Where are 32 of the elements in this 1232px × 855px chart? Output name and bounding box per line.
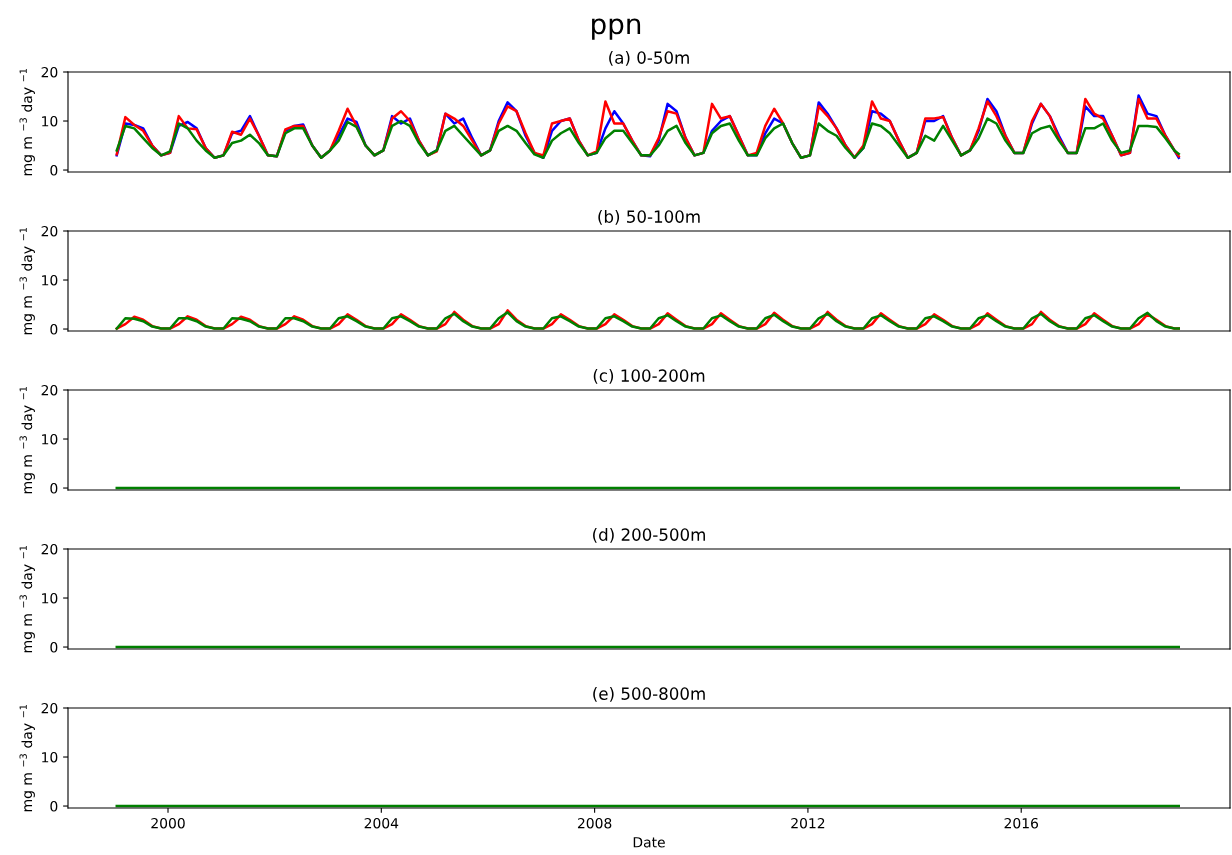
chart-title: (d) 200-500m <box>593 528 705 543</box>
y-tick-label: 0 <box>50 483 58 494</box>
y-axis-title: mg m $^{−3}$ day $^{−1}$ <box>19 68 35 176</box>
y-tick-label: 0 <box>50 801 58 812</box>
x-tick-label: 2000 <box>151 817 185 829</box>
y-tick-label: 10 <box>42 751 58 763</box>
y-tick-label: 10 <box>42 115 58 127</box>
y-axis-title: mg m $^{−3}$ day $^{−1}$ <box>19 704 35 812</box>
chart-title: (b) 50-100m <box>598 210 700 225</box>
chart-subtitle: (a) 0-50m <box>609 51 689 66</box>
x-tick-label: 2012 <box>791 817 825 829</box>
y-tick-label: 20 <box>41 225 58 237</box>
chart-title: (e) 500-800m <box>593 687 705 702</box>
x-tick-label: 2016 <box>1004 817 1039 829</box>
y-tick-label: 10 <box>42 592 58 604</box>
y-tick-label: 10 <box>42 274 58 286</box>
y-tick-label: 0 <box>50 165 58 176</box>
y-tick-label: 0 <box>50 324 58 335</box>
y-axis-title: mg m $^{−3}$ day $^{−1}$ <box>19 386 35 494</box>
y-tick-label: 0 <box>50 642 58 653</box>
y-tick-label: 20 <box>41 543 58 555</box>
chart-title: (c) 100-200m <box>593 369 705 384</box>
y-tick-label: 20 <box>41 384 58 396</box>
y-tick-label: 20 <box>41 702 58 714</box>
x-tick-label: 2004 <box>364 817 399 829</box>
chart-title: ppn <box>592 18 641 40</box>
y-tick-label: 20 <box>41 66 58 78</box>
x-tick-label: 2008 <box>577 817 612 829</box>
y-axis-title: mg m $^{−3}$ day $^{−1}$ <box>19 545 35 653</box>
x-axis-title: Date <box>633 837 665 848</box>
y-axis-title: mg m $^{−3}$ day $^{−1}$ <box>19 227 35 335</box>
y-tick-label: 10 <box>42 433 58 445</box>
